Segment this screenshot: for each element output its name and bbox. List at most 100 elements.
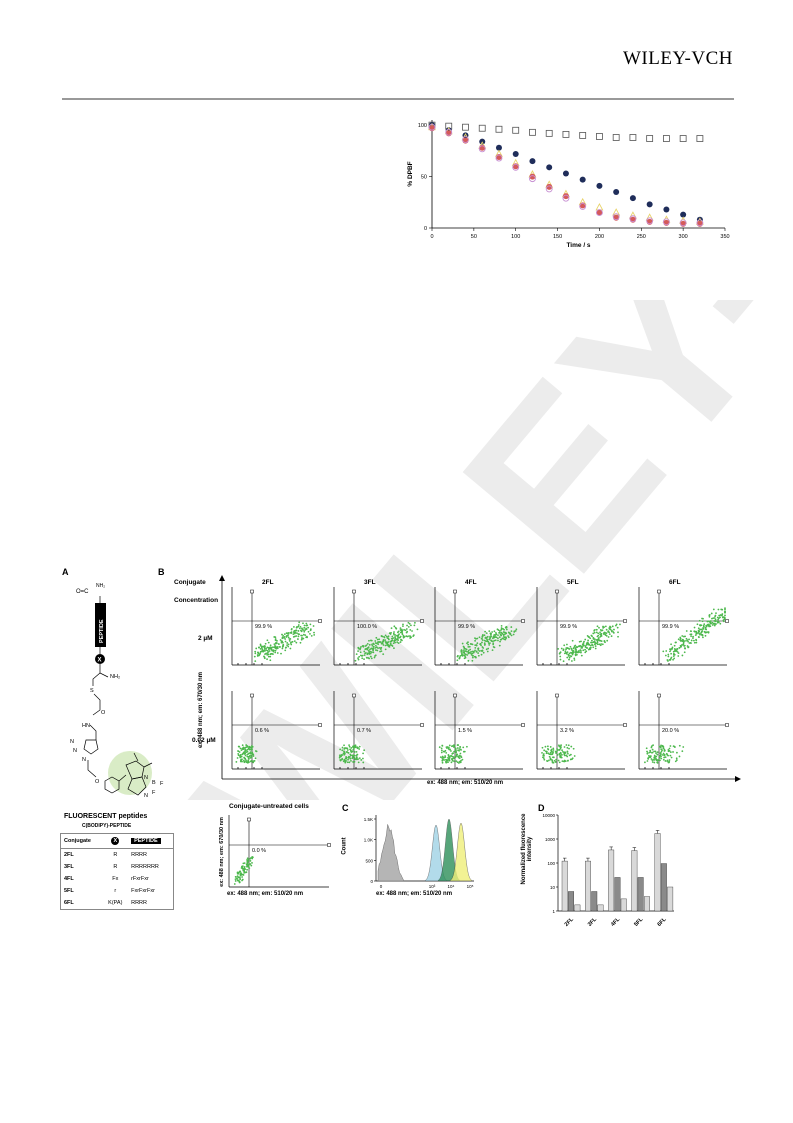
data-point <box>646 135 654 142</box>
gate-percent: 20.0 % <box>662 728 679 734</box>
peptide-sequence: FxrFxrFxr <box>131 888 155 894</box>
conjugate-name: 2FL <box>64 852 74 858</box>
gate-percent: 0.0 % <box>252 848 266 854</box>
data-point <box>495 154 503 162</box>
gate-percent: 0.7 % <box>357 728 371 734</box>
scatter-plot: 3.2 % <box>536 691 627 770</box>
category-label: 5FL <box>633 916 645 928</box>
fluorescent-title: FLUORESCENT peptides <box>64 813 148 820</box>
scatter-plot: 100.0 % <box>333 587 424 666</box>
peptide-sequence: RRRR <box>131 852 147 858</box>
x-tick-label: 10⁵ <box>467 884 474 889</box>
structure-label: S <box>90 688 94 694</box>
data-point <box>529 175 536 183</box>
gate-percent: 0.6 % <box>255 728 269 734</box>
data-point <box>596 182 603 189</box>
structure-label: O=C <box>76 589 89 595</box>
bar <box>591 891 598 912</box>
x-tick-label: 150 <box>553 234 562 240</box>
bar <box>608 849 615 912</box>
peptide-sequence: RRRR <box>131 900 147 906</box>
table-head-conjugate: Conjugate <box>64 838 91 844</box>
scatter-plot: 0.7 % <box>333 691 424 770</box>
panel-a: A O=C NH₂ PEPTIDE X NH₂ S O HN N N N O N <box>60 565 180 945</box>
data-point <box>562 193 569 200</box>
bar <box>568 891 574 912</box>
untreated-plot: Conjugate-untreated cells ex: 488 nm; em… <box>215 803 335 903</box>
x-tick-label: 250 <box>637 234 646 240</box>
bar <box>584 860 591 912</box>
bar <box>597 904 604 912</box>
data-point <box>545 185 553 193</box>
data-point <box>579 132 587 139</box>
x-circle <box>95 654 105 664</box>
structure-label: N <box>144 793 148 799</box>
panel-d: D Normalized fluorescence intensity 1 10 1… <box>512 803 682 933</box>
table-row: 3FL R RRRRRRR <box>61 861 173 873</box>
structure-label: PEPTIDE <box>99 619 105 643</box>
data-point <box>629 215 637 223</box>
c-xlabel: ex: 488 nm; em: 510/20 nm <box>376 891 453 897</box>
scatter-plot: 1.5 % <box>434 691 525 770</box>
conjugate-header: Conjugate <box>174 579 206 586</box>
x-tick-label: 10⁴ <box>448 884 455 889</box>
panel-c-label: C <box>342 803 349 813</box>
panel-c: C Count 0 500 1.0K 1.5K 0 10³ 10⁴ 10⁵ ex: 488 n… <box>342 803 482 903</box>
gate-percent: 3.2 % <box>560 728 574 734</box>
x-tick-label: 50 <box>471 234 477 240</box>
y-tick-label: 500 <box>365 858 373 863</box>
publisher-logo: WILEY-VCH <box>622 48 733 69</box>
y-axis-label: % DPBF <box>407 161 414 186</box>
table-head-peptide: PEPTIDE <box>131 838 161 844</box>
panel-a-label: A <box>62 567 69 577</box>
data-point <box>696 135 704 142</box>
data-point <box>679 219 687 227</box>
conjugate-name: 3FL <box>64 864 74 870</box>
table-row: 4FL Fx rFxrFxr <box>61 873 173 885</box>
data-point <box>596 209 603 216</box>
x-tick-label: 0 <box>380 884 383 889</box>
histogram-peak <box>377 824 405 882</box>
x-tick-label: 100 <box>511 234 520 240</box>
bar <box>561 860 568 912</box>
y-tick-label: 50 <box>421 175 427 181</box>
gate-percent: 100.0 % <box>357 624 377 630</box>
scatter-plot: 99.9 % <box>638 587 729 666</box>
bar <box>620 898 627 912</box>
structure-label: NH₂ <box>110 674 120 680</box>
data-point <box>495 125 503 133</box>
structure-label: O <box>101 710 106 716</box>
data-point <box>545 129 553 137</box>
y-tick-label: 100 <box>418 123 427 129</box>
data-point <box>562 170 569 177</box>
structure-label: N <box>70 739 74 745</box>
column-header: 3FL <box>364 579 376 586</box>
structure-label: N <box>73 748 77 754</box>
data-point <box>680 211 687 218</box>
b-xlabel: ex: 488 nm; em: 510/20 nm <box>427 780 504 786</box>
data-point <box>662 135 670 142</box>
data-point <box>629 195 636 202</box>
row-label-2um: 2 µM <box>198 635 213 642</box>
structure-label: X <box>98 658 102 664</box>
data-point <box>428 123 436 131</box>
data-point <box>529 128 536 136</box>
untreated-xlabel: ex: 488 nm; em: 510/20 nm <box>227 891 304 897</box>
scatter-plot: 0.6 % <box>231 691 322 770</box>
y-tick-label: 1 <box>552 909 555 914</box>
data-point <box>546 164 553 171</box>
panel-b: B Conjugate Concentration 2FL 3FL 4FL 5FL 6F… <box>158 565 742 800</box>
bar <box>654 833 661 912</box>
y-tick-label: 0 <box>370 879 373 884</box>
row-label-002um: 0.02 µM <box>192 737 216 744</box>
bar <box>660 863 667 912</box>
scatter-plot: 99.9 % <box>536 587 627 666</box>
x-tick-label: 300 <box>679 234 688 240</box>
structure-label: HN <box>82 723 90 729</box>
panel-b-label: B <box>158 567 165 577</box>
scatter-plot: 99.9 % <box>434 587 525 666</box>
data-point <box>646 217 654 225</box>
structure-label: B <box>152 780 156 786</box>
peptide-sequence: rFxrFxr <box>131 876 149 882</box>
structure-label: O <box>95 779 100 785</box>
